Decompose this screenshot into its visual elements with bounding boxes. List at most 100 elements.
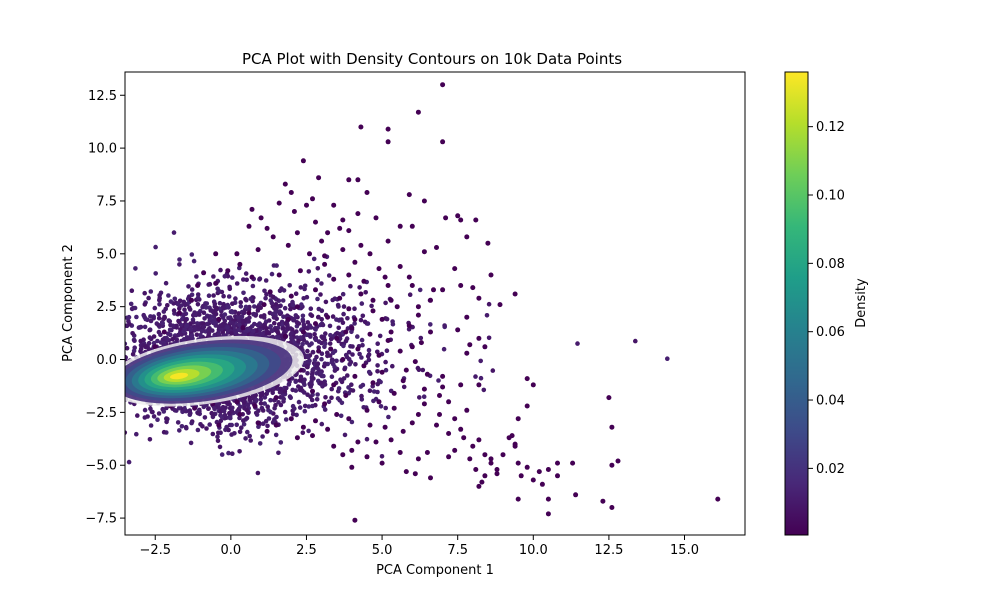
data-point-cloud xyxy=(194,274,199,279)
data-point-cloud xyxy=(269,300,275,306)
data-point-cloud xyxy=(326,273,332,278)
data-point-cloud xyxy=(281,314,286,320)
data-point-cloud xyxy=(306,428,311,434)
data-point-cloud xyxy=(103,327,108,332)
data-point xyxy=(246,310,252,316)
data-point xyxy=(452,447,458,453)
data-point xyxy=(385,283,391,288)
data-point-cloud xyxy=(314,397,320,402)
data-point-cloud xyxy=(157,295,162,301)
data-point-cloud xyxy=(287,283,293,288)
data-point xyxy=(464,314,470,320)
data-point-cloud xyxy=(195,427,201,433)
data-point-cloud xyxy=(247,315,252,321)
data-point-cloud xyxy=(330,350,336,356)
data-point-cloud xyxy=(350,344,355,349)
data-point-cloud xyxy=(334,358,339,364)
data-point xyxy=(397,348,403,354)
data-point-cloud xyxy=(345,373,350,378)
data-point-cloud xyxy=(147,327,153,333)
data-point-cloud xyxy=(366,347,372,353)
y-tick-label: 10.0 xyxy=(88,142,117,157)
data-point-cloud xyxy=(35,399,40,404)
y-tick-label: 12.5 xyxy=(88,89,117,104)
data-point-cloud xyxy=(326,399,332,405)
data-point-cloud xyxy=(172,408,178,413)
data-point-cloud xyxy=(182,406,187,411)
data-point xyxy=(349,325,355,331)
data-point xyxy=(421,401,427,407)
data-point-cloud xyxy=(418,335,424,341)
data-point xyxy=(370,308,376,314)
data-point-cloud xyxy=(315,266,321,271)
data-point-cloud xyxy=(336,318,342,323)
data-point-cloud xyxy=(142,314,147,320)
data-point-cloud xyxy=(170,323,176,329)
data-point-cloud xyxy=(119,434,124,439)
data-point-cloud xyxy=(198,422,203,427)
data-point-cloud xyxy=(358,317,364,323)
data-point-cloud xyxy=(177,262,182,267)
data-point-cloud xyxy=(260,434,265,439)
data-point xyxy=(512,441,518,447)
data-point-cloud xyxy=(242,405,247,411)
data-point xyxy=(464,350,470,356)
data-point-cloud xyxy=(87,369,92,374)
data-point-cloud xyxy=(237,265,242,271)
data-point-cloud xyxy=(327,353,333,358)
data-point-cloud xyxy=(359,301,365,306)
data-point-cloud xyxy=(262,395,268,400)
data-point-cloud xyxy=(102,383,107,388)
data-point-cloud xyxy=(278,440,284,445)
data-point-cloud xyxy=(355,334,360,339)
data-point-cloud xyxy=(116,379,121,384)
data-point xyxy=(346,306,352,312)
data-point-cloud xyxy=(272,405,277,411)
data-point-cloud xyxy=(126,314,132,320)
data-point-cloud xyxy=(204,426,209,431)
data-point xyxy=(403,367,409,373)
data-point-cloud xyxy=(125,355,128,360)
data-point xyxy=(415,304,421,310)
data-point-cloud xyxy=(202,415,208,420)
data-point-cloud xyxy=(350,352,355,357)
data-point-cloud xyxy=(175,420,181,425)
data-point-cloud xyxy=(125,430,128,435)
data-point-cloud xyxy=(329,386,335,392)
data-point xyxy=(213,280,219,286)
data-point-cloud xyxy=(210,431,216,437)
data-point xyxy=(234,251,240,257)
data-point xyxy=(337,295,343,301)
data-point-cloud xyxy=(60,391,65,396)
data-point-cloud xyxy=(348,283,353,289)
data-point xyxy=(358,124,364,130)
data-point-cloud xyxy=(366,369,372,375)
data-point-cloud xyxy=(222,412,228,418)
data-point-cloud xyxy=(195,295,201,301)
data-point-cloud xyxy=(147,437,153,442)
data-point-cloud xyxy=(205,321,210,327)
data-point-cloud xyxy=(274,334,280,340)
data-point-cloud xyxy=(182,307,187,313)
data-point-cloud xyxy=(219,452,225,457)
data-point-cloud xyxy=(156,315,162,321)
data-point-cloud xyxy=(130,331,135,336)
data-point xyxy=(316,348,322,354)
data-point-cloud xyxy=(132,338,137,344)
data-point xyxy=(288,416,294,422)
data-point-cloud xyxy=(268,397,273,403)
data-point-cloud xyxy=(401,384,407,390)
data-point xyxy=(512,291,518,297)
colorbar-gradient xyxy=(785,72,808,535)
data-point-cloud xyxy=(138,338,143,344)
data-point-cloud xyxy=(156,411,162,416)
data-point-cloud xyxy=(86,356,91,361)
data-point xyxy=(273,422,279,428)
data-point-cloud xyxy=(384,348,390,354)
data-point xyxy=(376,352,382,358)
data-point xyxy=(325,230,331,236)
y-tick-label: 7.5 xyxy=(96,194,117,209)
data-point-cloud xyxy=(367,388,373,394)
data-point xyxy=(161,329,167,335)
data-point-cloud xyxy=(332,368,338,373)
